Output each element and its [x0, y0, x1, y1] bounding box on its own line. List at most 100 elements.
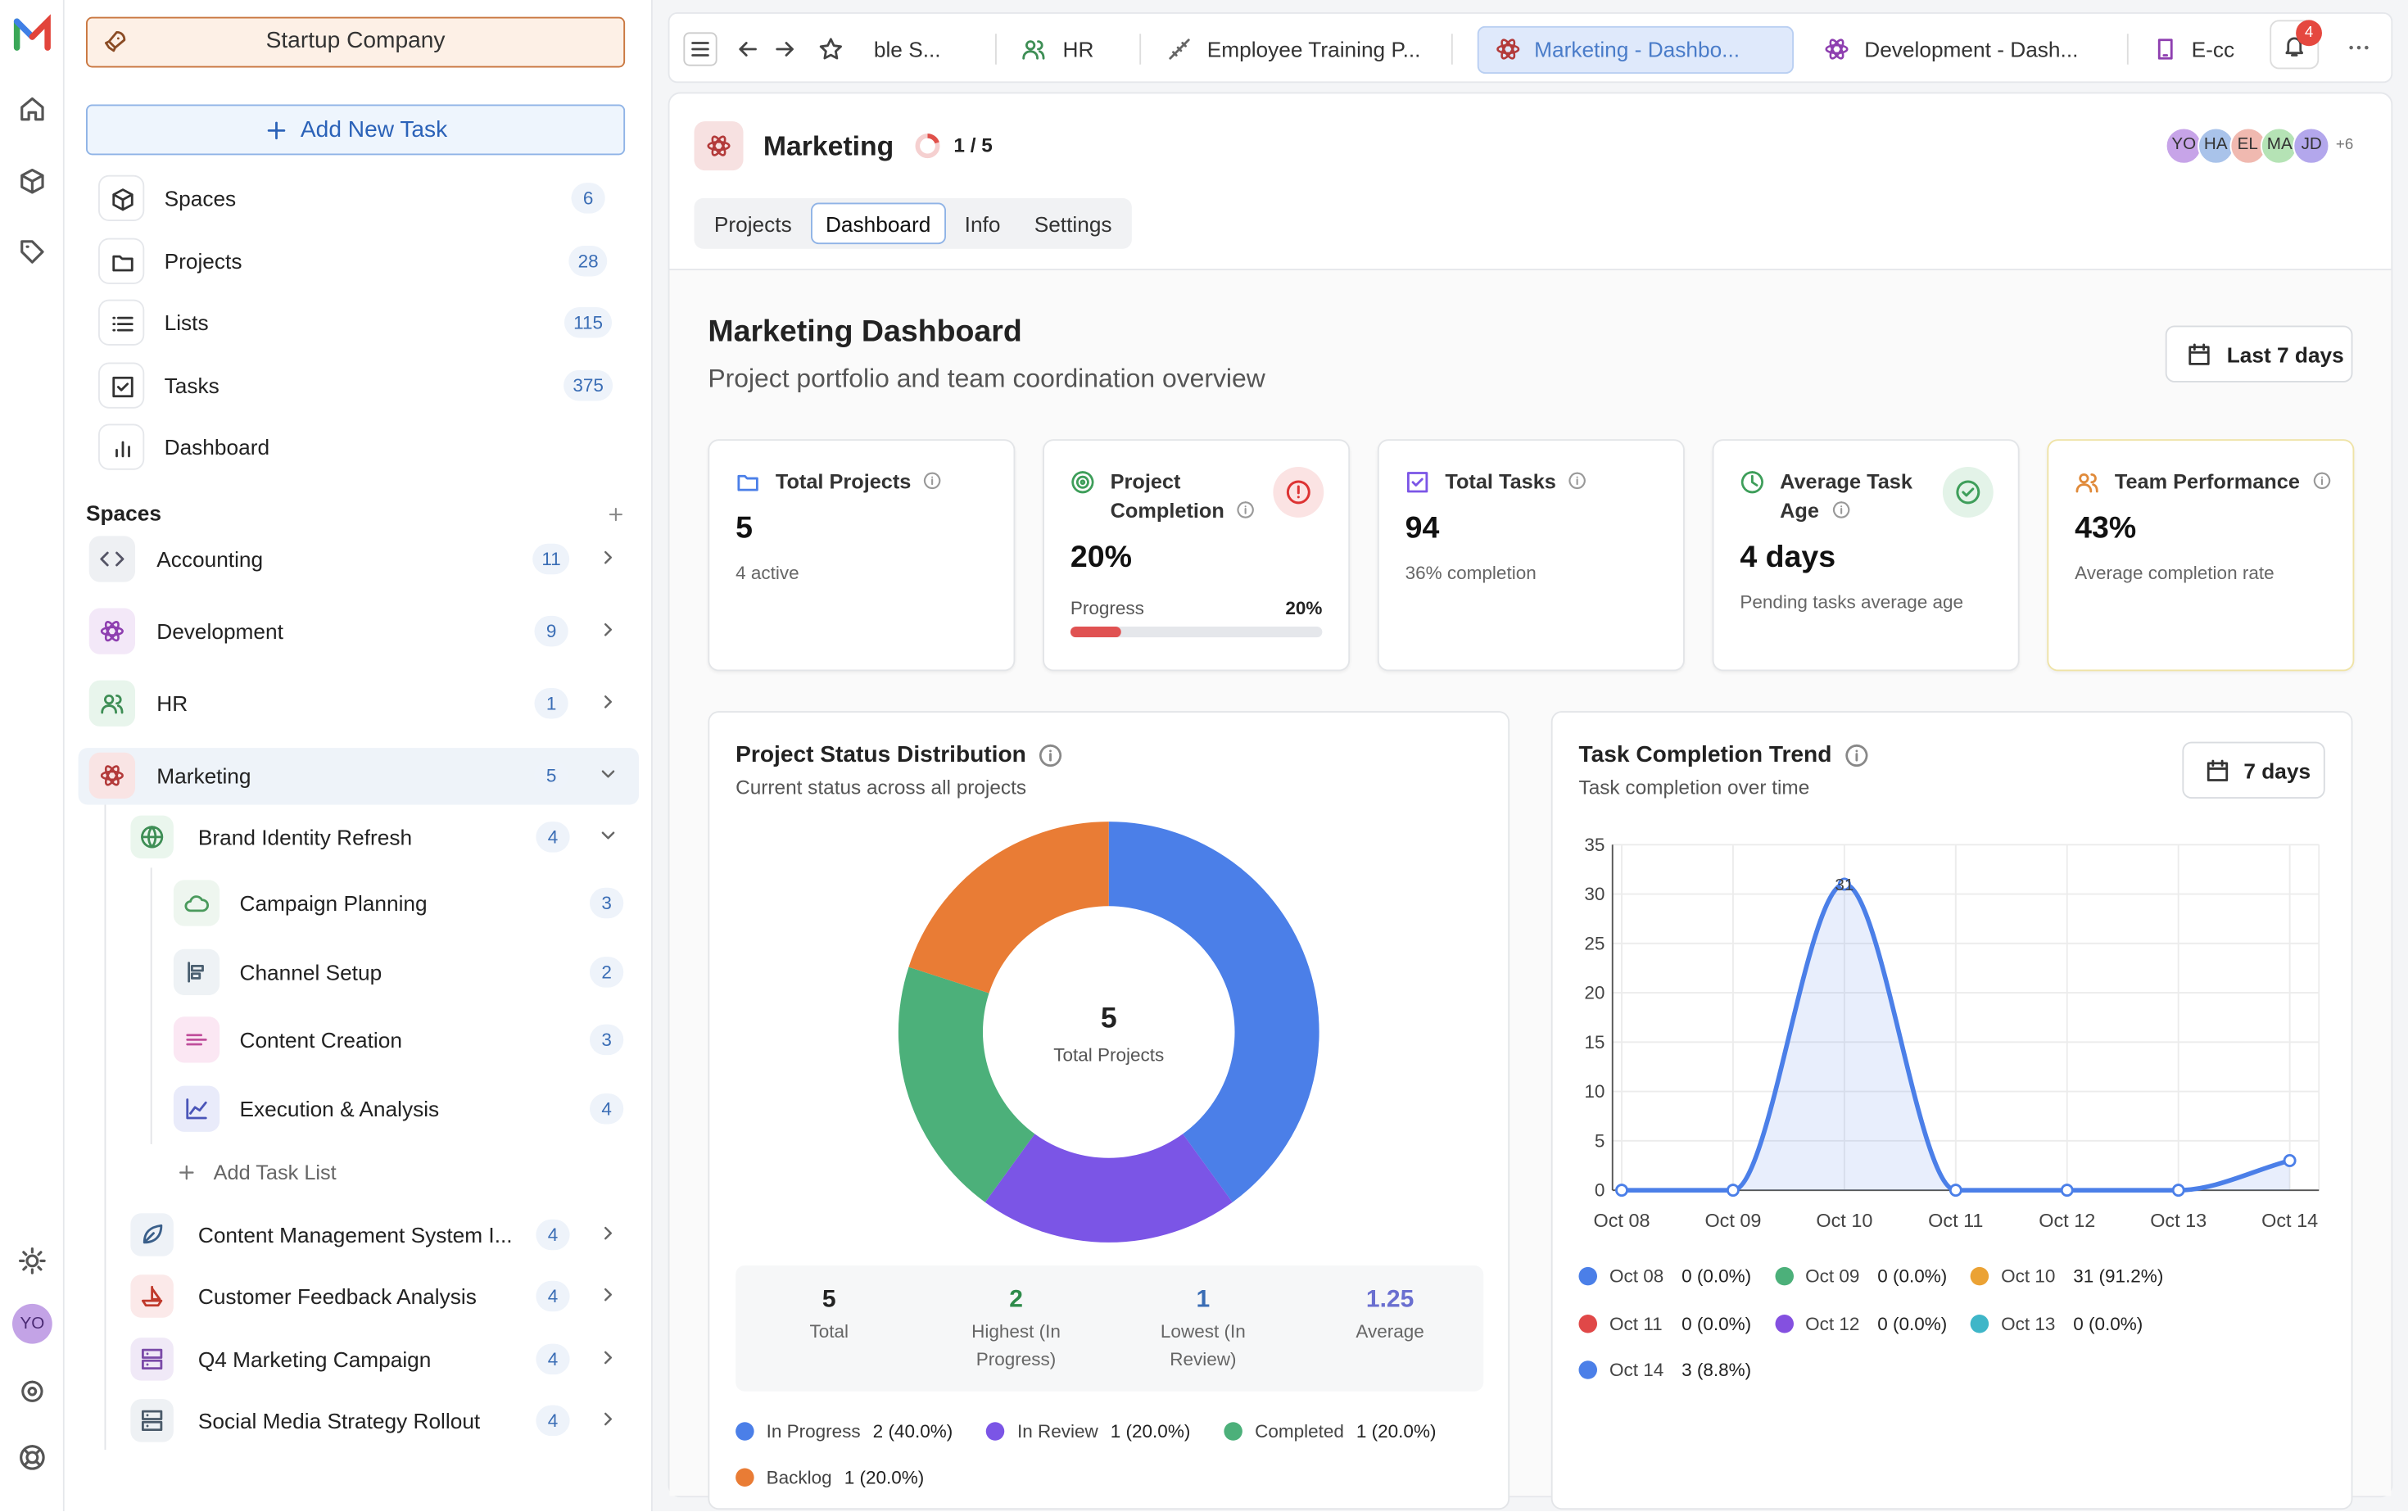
icon-stroke: [104, 621, 120, 642]
tab[interactable]: E-cc: [2191, 37, 2235, 61]
left-rail: [0, 0, 65, 1511]
space-item[interactable]: Development: [156, 618, 283, 644]
legend-name[interactable]: Oct 08: [1609, 1265, 1664, 1288]
legend-item[interactable]: Completed 1 (20.0%): [1224, 1416, 1436, 1447]
stat-card: Team Performance 43% Average completion ra…: [2047, 439, 2355, 672]
icon-stroke: [601, 770, 615, 778]
legend-item[interactable]: In Progress 2 (40.0%): [736, 1416, 953, 1447]
legend-name[interactable]: Oct 11: [1609, 1312, 1663, 1334]
legend-item[interactable]: In Review 1 (20.0%): [986, 1416, 1190, 1447]
icon-tile: [98, 299, 145, 346]
icon: [1071, 471, 1094, 494]
range-label: 7 days: [2243, 758, 2311, 784]
icon: [609, 508, 622, 522]
add-task-button[interactable]: Add New Task: [86, 104, 626, 156]
card-header: Total Tasks: [1445, 467, 1675, 496]
count-badge: 4: [536, 1343, 570, 1375]
icon-stroke: [1237, 501, 1255, 518]
count-badge: 3: [590, 887, 624, 919]
list-item[interactable]: Execution & Analysis: [239, 1096, 440, 1121]
info-icon[interactable]: [1237, 500, 1258, 519]
tab-separator: [995, 34, 997, 65]
project-item[interactable]: Social Media Strategy Rollout: [197, 1408, 481, 1433]
legend-name[interactable]: Oct 10: [2001, 1265, 2056, 1288]
menu-button[interactable]: [683, 32, 717, 66]
icon: [604, 1226, 613, 1240]
icon: [1496, 38, 1520, 60]
range-button[interactable]: 7 days: [2182, 741, 2325, 799]
sub-tab[interactable]: Projects: [713, 211, 792, 237]
icon: [1286, 480, 1310, 505]
icon: [20, 240, 44, 264]
legend-name[interactable]: Oct 09: [1805, 1265, 1860, 1288]
card-value: 4 days: [1740, 541, 1836, 575]
list-item[interactable]: Content Creation: [239, 1028, 402, 1053]
stat-card: Total Projects 5 4 active: [708, 439, 1016, 672]
icon-tile: [130, 1399, 174, 1442]
space-item[interactable]: Marketing: [156, 763, 251, 788]
info-icon[interactable]: [1831, 500, 1853, 519]
add-task-list[interactable]: Add Task List: [213, 1161, 337, 1184]
sub-tab[interactable]: Info: [964, 211, 1001, 237]
sub-tab[interactable]: Settings: [1034, 211, 1112, 237]
icon-stroke: [141, 1410, 163, 1432]
tab[interactable]: Development - Dash...: [1864, 37, 2079, 61]
tab[interactable]: Employee Training P...: [1206, 37, 1421, 61]
card-note: Average completion rate: [2075, 562, 2274, 584]
icon: [1740, 471, 1763, 494]
info-icon[interactable]: [1039, 744, 1063, 768]
project-item[interactable]: Content Management System I...: [197, 1222, 513, 1247]
icon-tile: [98, 174, 145, 221]
icon: [1169, 38, 1190, 60]
nav-item[interactable]: Dashboard: [164, 434, 270, 459]
icon-stroke: [1829, 38, 1844, 60]
card-header: Average Task Age: [1780, 467, 1934, 525]
icon-dot: [2356, 45, 2361, 50]
card-note: 4 active: [736, 562, 799, 584]
tab[interactable]: ble S...: [873, 37, 941, 61]
legend-swatch: [1578, 1314, 1597, 1333]
info-icon[interactable]: [1568, 472, 1590, 491]
card-value: 5: [736, 511, 753, 545]
range-button[interactable]: Last 7 days: [2165, 325, 2353, 383]
space-item[interactable]: Accounting: [156, 546, 264, 572]
info-icon[interactable]: [1844, 744, 1868, 768]
tab[interactable]: Marketing - Dashbo...: [1534, 37, 1740, 61]
list-item[interactable]: Channel Setup: [239, 959, 382, 985]
project-item[interactable]: Q4 Marketing Campaign: [197, 1347, 432, 1372]
card-header: Team Performance: [2115, 467, 2345, 496]
user-avatar: YO: [12, 1303, 52, 1344]
icon-stroke: [20, 1445, 45, 1470]
tab[interactable]: HR: [1062, 37, 1094, 61]
nav-item[interactable]: Lists: [164, 310, 209, 335]
project-item[interactable]: Brand Identity Refresh: [197, 824, 413, 849]
icon: [819, 38, 842, 60]
legend-name[interactable]: Oct 14: [1609, 1359, 1664, 1381]
info-icon[interactable]: [923, 472, 944, 491]
nav-item[interactable]: Spaces: [164, 185, 237, 211]
legend-name: In Review: [1016, 1420, 1098, 1442]
icon-stroke: [104, 765, 120, 786]
legend-swatch: [1578, 1266, 1597, 1286]
project-item[interactable]: Customer Feedback Analysis: [197, 1283, 477, 1309]
legend-item[interactable]: Backlog 1 (20.0%): [736, 1462, 924, 1493]
progress-value: 20%: [1285, 597, 1323, 619]
nav-item[interactable]: Projects: [164, 247, 242, 273]
legend-name[interactable]: Oct 13: [2001, 1312, 2056, 1334]
icon: [20, 168, 44, 194]
info-icon[interactable]: [2312, 472, 2333, 491]
legend-value: 2 (40.0%): [872, 1420, 953, 1442]
icon-stroke: [1286, 480, 1310, 505]
space-item[interactable]: HR: [156, 690, 188, 716]
icon: [141, 1348, 163, 1370]
legend-name[interactable]: Oct 12: [1805, 1312, 1860, 1334]
legend-value: 0 (0.0%): [1682, 1265, 1752, 1288]
icon-stroke: [1022, 40, 1045, 60]
workspace-button[interactable]: Startup Company: [86, 16, 626, 68]
icon: [141, 1285, 163, 1307]
sub-tab[interactable]: Dashboard: [810, 202, 947, 245]
list-item[interactable]: Campaign Planning: [239, 890, 428, 916]
nav-item[interactable]: Tasks: [164, 372, 220, 397]
icon-tile: [173, 1016, 220, 1064]
stat-card: Total Tasks 94 36% completion: [1377, 439, 1685, 672]
